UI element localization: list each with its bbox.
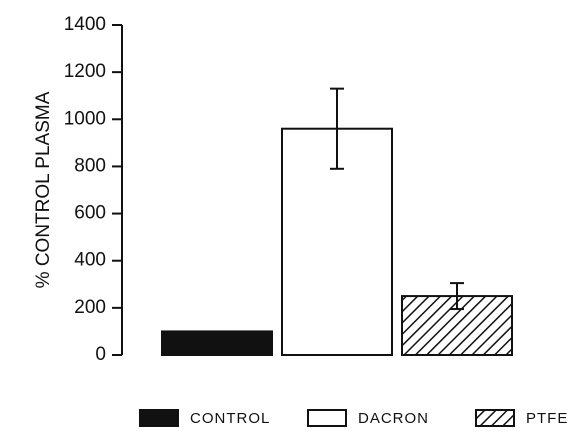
- y-tick-label: 400: [74, 250, 106, 271]
- legend-label: PTFE: [526, 410, 568, 427]
- y-tick-label: 1400: [64, 14, 106, 35]
- y-tick-label: 800: [74, 155, 106, 176]
- legend-swatch: [139, 409, 179, 427]
- y-tick-label: 0: [95, 344, 106, 365]
- y-axis-label: % CONTROL PLASMA: [33, 91, 54, 288]
- legend-label: CONTROL: [190, 410, 270, 427]
- legend-swatch: [475, 409, 515, 427]
- y-tick-label: 1200: [64, 61, 106, 82]
- y-tick-label: 600: [74, 203, 106, 224]
- y-tick-label: 200: [74, 297, 106, 318]
- y-tick-label: 1000: [64, 108, 106, 129]
- legend-swatch: [307, 409, 347, 427]
- legend-label: DACRON: [358, 410, 429, 427]
- bar: [161, 330, 273, 356]
